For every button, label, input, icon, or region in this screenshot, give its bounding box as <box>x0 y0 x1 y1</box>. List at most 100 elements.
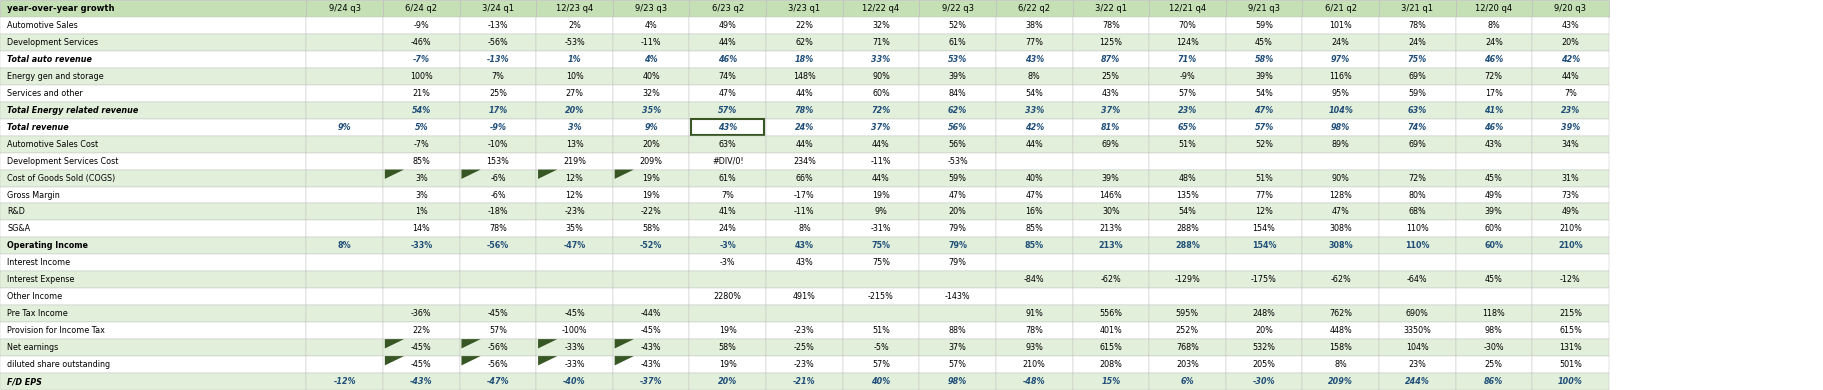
Bar <box>1072 102 1148 119</box>
Bar <box>0 322 306 339</box>
Bar <box>1531 322 1608 339</box>
Bar <box>766 204 842 220</box>
Bar <box>459 254 536 271</box>
Text: 49%: 49% <box>718 21 736 30</box>
Text: 3/21 q1: 3/21 q1 <box>1400 4 1433 13</box>
Bar <box>995 305 1072 322</box>
Bar <box>0 356 306 373</box>
Bar <box>691 119 764 135</box>
Text: 65%: 65% <box>1178 123 1196 132</box>
Text: 44%: 44% <box>871 174 890 183</box>
Text: 7%: 7% <box>720 190 735 200</box>
Text: 288%: 288% <box>1176 224 1198 233</box>
Polygon shape <box>461 339 481 348</box>
Bar <box>1072 34 1148 51</box>
Bar <box>995 51 1072 68</box>
Text: -47%: -47% <box>487 377 509 386</box>
Text: 25%: 25% <box>1101 72 1119 81</box>
Bar <box>995 373 1072 390</box>
Bar <box>383 322 459 339</box>
Bar <box>383 204 459 220</box>
Text: 57%: 57% <box>871 360 890 369</box>
Bar <box>0 17 306 34</box>
Text: 79%: 79% <box>948 241 966 250</box>
Text: 60%: 60% <box>1484 224 1502 233</box>
Bar <box>1225 204 1302 220</box>
Text: 39%: 39% <box>1101 174 1119 183</box>
Bar <box>459 51 536 68</box>
Text: 20%: 20% <box>1560 38 1579 47</box>
Bar <box>306 373 383 390</box>
Bar <box>919 17 995 34</box>
Bar <box>383 288 459 305</box>
Bar <box>995 339 1072 356</box>
Text: 62%: 62% <box>795 38 813 47</box>
Bar <box>1302 152 1378 170</box>
Text: 12/22 q4: 12/22 q4 <box>862 4 899 13</box>
Text: 57%: 57% <box>948 360 966 369</box>
Text: Development Services: Development Services <box>7 38 98 47</box>
Bar <box>383 305 459 322</box>
Text: -33%: -33% <box>563 343 585 352</box>
Bar <box>1225 34 1302 51</box>
Text: -45%: -45% <box>640 326 662 335</box>
Text: 51%: 51% <box>1178 140 1196 149</box>
Text: 30%: 30% <box>1101 207 1119 216</box>
Bar <box>995 17 1072 34</box>
Text: -33%: -33% <box>410 241 432 250</box>
Text: 25%: 25% <box>1484 360 1502 369</box>
Text: 213%: 213% <box>1097 241 1123 250</box>
Text: -56%: -56% <box>487 38 509 47</box>
Text: 46%: 46% <box>1484 55 1502 64</box>
Bar <box>1455 305 1531 322</box>
Bar <box>306 152 383 170</box>
Text: 61%: 61% <box>718 174 736 183</box>
Text: 24%: 24% <box>718 224 736 233</box>
Bar <box>919 119 995 136</box>
Bar <box>689 322 766 339</box>
Bar <box>689 119 766 136</box>
Text: 101%: 101% <box>1329 21 1351 30</box>
Text: 18%: 18% <box>795 55 813 64</box>
Bar <box>919 186 995 204</box>
Text: -6%: -6% <box>490 190 505 200</box>
Bar <box>383 356 459 373</box>
Bar <box>1378 271 1455 288</box>
Text: 595%: 595% <box>1176 309 1198 318</box>
Bar <box>1225 119 1302 136</box>
Text: 20%: 20% <box>1254 326 1272 335</box>
Bar <box>383 102 459 119</box>
Bar <box>766 136 842 152</box>
Bar <box>1302 339 1378 356</box>
Bar <box>613 254 689 271</box>
Text: 59%: 59% <box>1254 21 1272 30</box>
Text: 205%: 205% <box>1252 360 1274 369</box>
Text: -12%: -12% <box>1559 275 1581 284</box>
Bar <box>1072 51 1148 68</box>
Bar <box>0 119 306 136</box>
Text: -52%: -52% <box>640 241 662 250</box>
Text: -11%: -11% <box>640 38 662 47</box>
Text: 16%: 16% <box>1025 207 1043 216</box>
Bar <box>0 288 306 305</box>
Polygon shape <box>538 170 558 179</box>
Text: 22%: 22% <box>412 326 430 335</box>
Bar <box>842 186 919 204</box>
Bar <box>1455 271 1531 288</box>
Text: 5%: 5% <box>414 123 428 132</box>
Text: 9%: 9% <box>873 207 888 216</box>
Text: 43%: 43% <box>795 258 813 267</box>
Bar <box>1531 204 1608 220</box>
Text: 98%: 98% <box>948 377 966 386</box>
Text: 44%: 44% <box>795 140 813 149</box>
Text: 1%: 1% <box>416 207 427 216</box>
Text: Energy gen and storage: Energy gen and storage <box>7 72 104 81</box>
Text: 47%: 47% <box>1331 207 1349 216</box>
Bar <box>536 322 613 339</box>
Bar <box>0 68 306 85</box>
Text: 14%: 14% <box>412 224 430 233</box>
Bar <box>536 305 613 322</box>
Bar <box>1378 322 1455 339</box>
Bar <box>459 305 536 322</box>
Bar <box>536 136 613 152</box>
